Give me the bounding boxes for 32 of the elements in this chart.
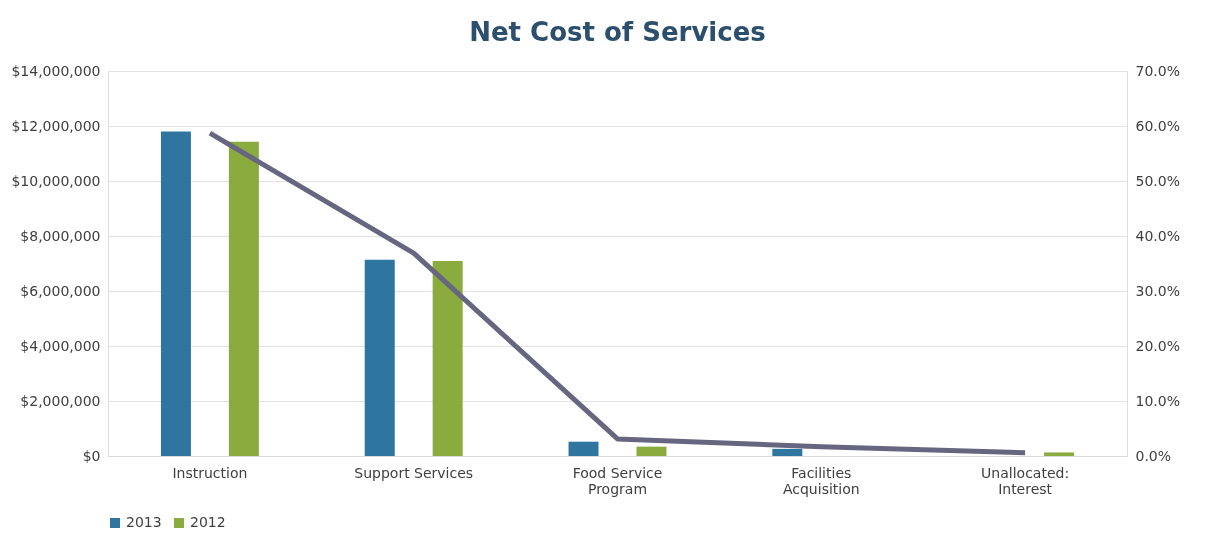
x-tick-label: Support Services bbox=[354, 464, 474, 481]
y-tick-label: $2,000,000 bbox=[20, 392, 101, 409]
y2-tick-label: 50.0% bbox=[1135, 172, 1180, 189]
y2-tick-label: 60.0% bbox=[1135, 117, 1180, 134]
y-tick-label: $12,000,000 bbox=[11, 117, 101, 134]
bar bbox=[364, 259, 395, 456]
y-tick-label: $10,000,000 bbox=[11, 172, 101, 189]
y2-tick-label: 0.0% bbox=[1135, 447, 1172, 464]
bar bbox=[636, 446, 667, 456]
y-tick-label: $8,000,000 bbox=[20, 227, 101, 244]
y2-tick-label: 70.0% bbox=[1135, 62, 1180, 79]
x-tick-label: Food Service Program bbox=[572, 464, 663, 497]
y2-tick-label: 10.0% bbox=[1135, 392, 1180, 409]
legend-label: 2012 bbox=[190, 514, 226, 530]
y2-tick-label: 40.0% bbox=[1135, 227, 1180, 244]
y-tick-label: $0 bbox=[82, 447, 101, 464]
y2-tick-label: 30.0% bbox=[1135, 282, 1180, 299]
bar bbox=[432, 261, 463, 456]
x-tick-label: Unallocated: Interest bbox=[981, 464, 1070, 497]
y-tick-label: $6,000,000 bbox=[20, 282, 101, 299]
bar bbox=[1044, 452, 1075, 456]
y-tick-label: $4,000,000 bbox=[20, 337, 101, 354]
x-tick-label: Instruction bbox=[172, 464, 248, 481]
bar bbox=[228, 141, 259, 456]
bar bbox=[568, 441, 599, 456]
x-tick-label: Facilities Acquisition bbox=[782, 464, 860, 497]
bar bbox=[160, 131, 191, 456]
y-tick-label: $14,000,000 bbox=[11, 62, 101, 79]
legend-label: 2013 bbox=[126, 514, 162, 530]
bar bbox=[772, 448, 803, 456]
y2-tick-label: 20.0% bbox=[1135, 337, 1180, 354]
chart-title: Net Cost of Services bbox=[469, 17, 766, 47]
